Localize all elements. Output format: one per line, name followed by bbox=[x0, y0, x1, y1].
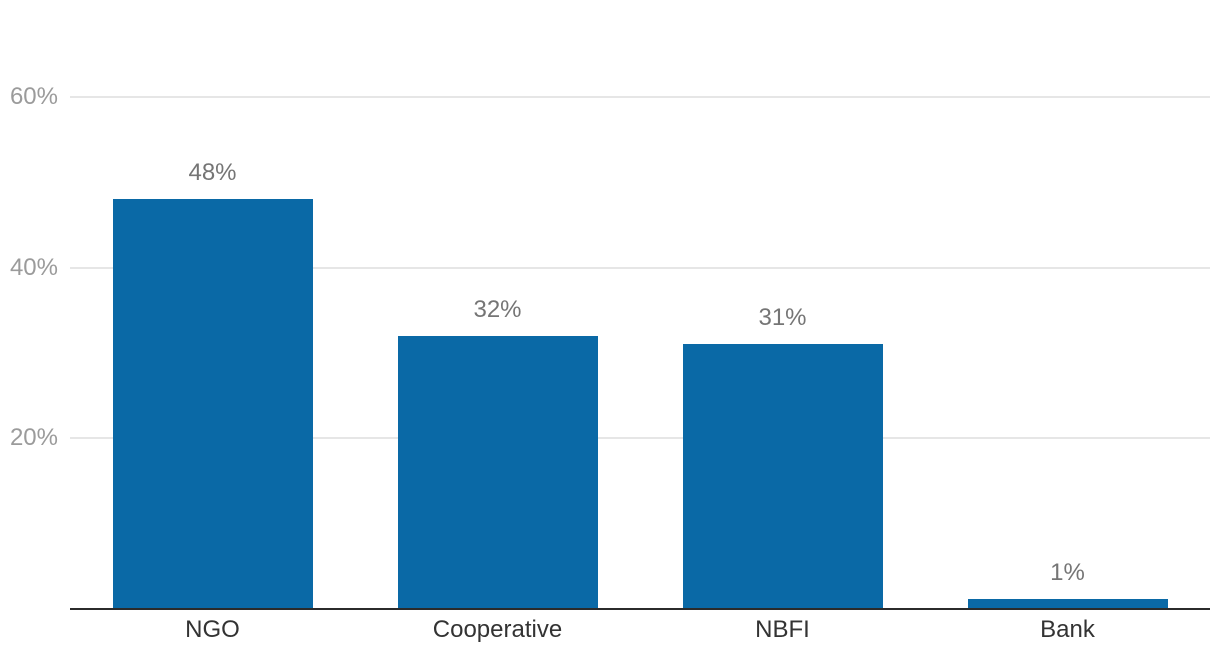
bar-value-label: 31% bbox=[758, 304, 807, 331]
gridline-20 bbox=[70, 437, 1210, 439]
gridline-40 bbox=[70, 267, 1210, 269]
bar-nbfi bbox=[683, 344, 883, 609]
bar-cooperative bbox=[398, 336, 598, 609]
bar-value-label: 1% bbox=[1050, 559, 1085, 586]
bar-value-label: 32% bbox=[473, 296, 522, 323]
gridline-60 bbox=[70, 96, 1210, 98]
y-axis-tick-label: 60% bbox=[9, 83, 58, 110]
x-axis-line bbox=[70, 608, 1210, 610]
y-axis-tick-label: 40% bbox=[9, 254, 58, 281]
y-axis-tick-label: 20% bbox=[9, 424, 58, 451]
x-axis-label-ngo: NGO bbox=[185, 616, 240, 643]
x-axis-label-nbfi: NBFI bbox=[755, 616, 810, 643]
bar-bank bbox=[968, 599, 1168, 609]
bar-ngo bbox=[113, 199, 313, 609]
x-axis-label-cooperative: Cooperative bbox=[432, 616, 563, 643]
x-axis-label-bank: Bank bbox=[1040, 616, 1095, 643]
bar-value-label: 48% bbox=[188, 159, 237, 186]
